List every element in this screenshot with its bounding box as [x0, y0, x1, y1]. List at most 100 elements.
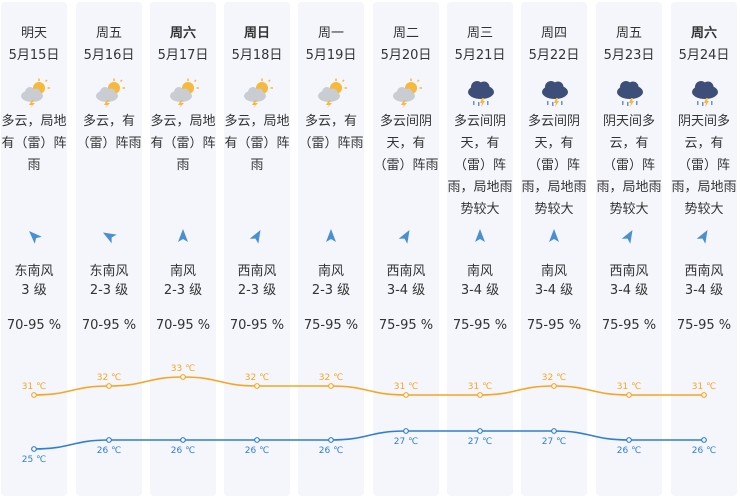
partly-cloudy-thunder-sun-icon [242, 78, 274, 108]
wind-direction: 西南风 [684, 264, 724, 279]
wind-direction: 东南风 [14, 264, 54, 279]
weather-description-line: 雨 [27, 158, 41, 173]
weather-description-line: 雨 [250, 158, 264, 173]
wind-direction-arrow-icon [398, 228, 414, 244]
weather-description-line: 雨，局地雨 [521, 180, 587, 195]
weather-description-line: 多云，有 [304, 114, 357, 129]
day-column: 明天 5月15日 多云，局地 有（雷）阵雨东南风 3 级 70-95 % [1, 2, 67, 496]
weather-description: 多云间阴 天，有 （雷）阵雨 [373, 111, 439, 177]
thunderstorm-cloud-icon [614, 78, 646, 108]
day-column: 周三 5月21日 多云间阴 天，有 （雷）阵 雨，局地雨 势较大 南风 3-4 级 75-95 … [447, 2, 513, 496]
wind-level: 3-4 级 [609, 283, 649, 298]
weather-description: 多云，有 （雷）阵雨 [298, 111, 364, 155]
weather-description-line: （雷）阵 [453, 158, 506, 173]
wind-direction-arrow-icon [26, 228, 42, 244]
humidity: 75-95 % [676, 318, 732, 333]
weather-description-line: 有（雷）阵 [224, 136, 290, 151]
humidity: 75-95 % [601, 318, 657, 333]
humidity: 75-95 % [526, 318, 582, 333]
wind-direction-arrow-icon [101, 228, 117, 244]
day-column: 周日 5月18日 多云，局地 有（雷）阵雨西南风 2-3 级 70-95 % [224, 2, 290, 496]
weather-description-line: 势较大 [534, 202, 574, 217]
weather-description-line: （雷）阵 [527, 158, 580, 173]
wind-level: 3-4 级 [386, 283, 426, 298]
wind-direction: 南风 [317, 264, 344, 279]
wind-direction-arrow-icon [621, 228, 637, 244]
wind-direction-arrow-icon [323, 228, 339, 244]
weather-description-line: 多云间阴 [453, 114, 506, 129]
weather-description-line: 天，有 [460, 136, 500, 151]
wind-direction-arrow-icon [696, 228, 712, 244]
weather-description-line: 雨 [176, 158, 190, 173]
weather-description-line: 天，有 [386, 136, 426, 151]
weather-description-line: 阴天间多 [677, 114, 730, 129]
partly-cloudy-thunder-sun-icon [391, 78, 423, 108]
weather-description-line: 云，有 [684, 136, 724, 151]
partly-cloudy-thunder-sun-icon [316, 78, 348, 108]
day-column: 周五 5月16日 多云，有 （雷）阵雨 东南风 2-3 级 70-95 % [76, 2, 142, 496]
weather-description-line: 雨，局地雨 [596, 180, 662, 195]
day-label: 周二 [392, 26, 419, 41]
date-label: 5月23日 [603, 48, 655, 63]
day-label: 周四 [540, 26, 567, 41]
day-label: 周三 [466, 26, 493, 41]
humidity: 70-95 % [6, 318, 62, 333]
day-column: 周六 5月17日 多云，局地 有（雷）阵雨南风 2-3 级 70-95 % [150, 2, 216, 496]
humidity: 75-95 % [452, 318, 508, 333]
date-label: 5月21日 [454, 48, 506, 63]
day-label: 周日 [243, 26, 270, 41]
wind-direction: 东南风 [89, 264, 129, 279]
wind-level: 3 级 [21, 283, 47, 298]
weather-description-line: 多云，局地 [150, 114, 216, 129]
wind-level: 2-3 级 [89, 283, 129, 298]
wind-level: 3-4 级 [534, 283, 574, 298]
wind-direction: 南风 [540, 264, 567, 279]
day-column: 周六 5月24日 阴天间多 云，有 （雷）阵 雨，局地雨 势较大 西南风 3-4 级 75-95… [671, 2, 737, 496]
weather-description-line: 阴天间多 [602, 114, 655, 129]
weather-description: 多云，有 （雷）阵雨 [76, 111, 142, 155]
partly-cloudy-thunder-sun-icon [19, 78, 51, 108]
weather-description: 阴天间多 云，有 （雷）阵 雨，局地雨 势较大 [596, 111, 662, 221]
weather-description-line: 有（雷）阵 [150, 136, 216, 151]
day-label: 明天 [20, 26, 47, 41]
wind-direction: 西南风 [609, 264, 649, 279]
weather-description-line: （雷）阵雨 [76, 136, 142, 151]
weather-description-line: 雨，局地雨 [671, 180, 737, 195]
weather-description-line: 多云间阴 [527, 114, 580, 129]
date-label: 5月15日 [8, 48, 60, 63]
humidity: 75-95 % [303, 318, 359, 333]
weather-description-line: 势较大 [609, 202, 649, 217]
partly-cloudy-thunder-sun-icon [168, 78, 200, 108]
weather-description-line: 多云间阴 [379, 114, 432, 129]
weather-description-line: 多云，局地 [224, 114, 290, 129]
weather-description-line: （雷）阵雨 [298, 136, 364, 151]
date-label: 5月22日 [528, 48, 580, 63]
weather-description: 多云，局地有（雷）阵雨 [150, 111, 216, 177]
day-label: 周五 [615, 26, 642, 41]
wind-direction: 西南风 [237, 264, 277, 279]
day-column: 周二 5月20日 多云间阴 天，有 （雷）阵雨 西南风 3-4 级 75-95 % [373, 2, 439, 496]
date-label: 5月20日 [380, 48, 432, 63]
wind-direction: 南风 [169, 264, 196, 279]
date-label: 5月16日 [83, 48, 135, 63]
humidity: 70-95 % [229, 318, 285, 333]
wind-direction: 南风 [466, 264, 493, 279]
weather-description-line: 多云，局地 [1, 114, 67, 129]
day-label: 周五 [95, 26, 122, 41]
weather-description: 多云间阴天，有 （雷）阵雨，局地雨势较大 [521, 111, 587, 221]
wind-direction-arrow-icon [249, 228, 265, 244]
wind-direction-arrow-icon [175, 228, 191, 244]
weather-description-line: （雷）阵 [677, 158, 730, 173]
day-column: 周五 5月23日 阴天间多 云，有 （雷）阵 雨，局地雨 势较大 西南风 3-4 级 75-95… [596, 2, 662, 496]
day-label: 周六 [690, 26, 717, 41]
wind-level: 2-3 级 [311, 283, 351, 298]
wind-level: 3-4 级 [460, 283, 500, 298]
weather-description-line: 天，有 [534, 136, 574, 151]
weather-description: 多云间阴 天，有 （雷）阵 雨，局地雨 势较大 [447, 111, 513, 221]
weather-description: 阴天间多 云，有 （雷）阵 雨，局地雨 势较大 [671, 111, 737, 221]
day-column: 周四 5月22日 多云间阴天，有 （雷）阵雨，局地雨势较大南风 3-4 级 75-95 … [521, 2, 587, 496]
thunderstorm-cloud-icon [465, 78, 497, 108]
humidity: 75-95 % [378, 318, 434, 333]
humidity: 70-95 % [155, 318, 211, 333]
partly-cloudy-thunder-sun-icon [94, 78, 126, 108]
